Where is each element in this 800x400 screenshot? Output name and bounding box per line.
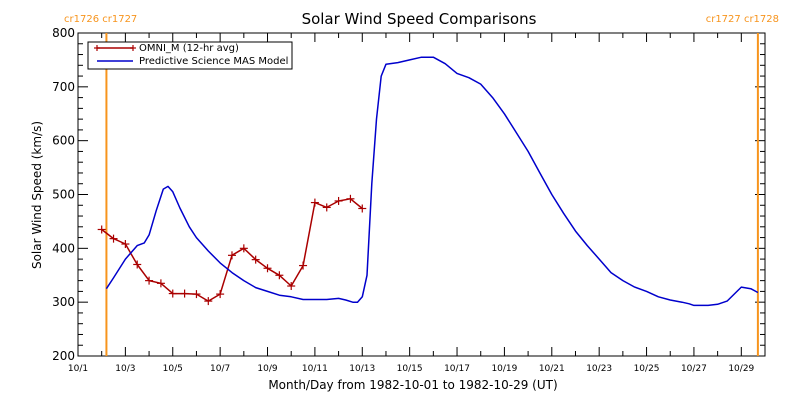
chart-title: Solar Wind Speed Comparisons xyxy=(302,10,537,28)
data-point xyxy=(180,289,189,298)
data-point xyxy=(346,194,355,203)
data-point xyxy=(251,255,260,264)
x-tick-label: 10/25 xyxy=(634,364,660,374)
data-point xyxy=(263,264,272,273)
x-tick-label: 10/27 xyxy=(681,364,707,374)
data-point xyxy=(239,244,248,253)
data-point xyxy=(145,276,154,285)
x-axis: 10/1 10/3 10/5 10/7 10/9 10/11 10/13 10/15 10/17… xyxy=(68,33,755,374)
series-layer xyxy=(97,56,759,307)
legend-marker xyxy=(130,45,136,51)
x-tick-label: 10/15 xyxy=(397,364,423,374)
data-point xyxy=(310,198,319,207)
legend-label-mas: Predictive Science MAS Model xyxy=(139,56,288,67)
x-axis-label: Month/Day from 1982-10-01 to 1982-10-29 … xyxy=(268,378,557,392)
x-tick-label: 10/1 xyxy=(68,364,88,374)
y-tick-label: 700 xyxy=(52,80,75,94)
data-point xyxy=(109,234,118,243)
x-tick-label: 10/7 xyxy=(210,364,230,374)
series-line-1 xyxy=(105,56,759,307)
x-tick-label: 10/17 xyxy=(444,364,470,374)
legend-label-omni: OMNI_M (12-hr avg) xyxy=(139,43,239,54)
data-point xyxy=(299,261,308,270)
y-tick-label: 200 xyxy=(52,349,75,363)
y-tick-label: 400 xyxy=(52,241,75,255)
data-point xyxy=(287,282,296,291)
data-point xyxy=(133,260,142,269)
data-point xyxy=(121,240,130,249)
data-point xyxy=(204,297,213,306)
x-tick-label: 10/11 xyxy=(302,364,328,374)
data-point xyxy=(334,196,343,205)
x-tick-label: 10/13 xyxy=(349,364,375,374)
y-tick-label: 600 xyxy=(52,134,75,148)
y-tick-label: 500 xyxy=(52,188,75,202)
data-point xyxy=(358,204,367,213)
data-point xyxy=(168,289,177,298)
legend-box xyxy=(87,41,293,70)
data-point xyxy=(322,203,331,212)
legend-marker xyxy=(94,45,100,51)
data-point xyxy=(275,271,284,280)
data-point xyxy=(227,251,236,260)
x-tick-label: 10/21 xyxy=(539,364,565,374)
data-point xyxy=(192,290,201,299)
x-tick-label: 10/19 xyxy=(491,364,517,374)
x-tick-label: 10/5 xyxy=(163,364,183,374)
y-tick-label: 300 xyxy=(52,295,75,309)
x-tick-label: 10/29 xyxy=(728,364,754,374)
data-point xyxy=(156,279,165,288)
carrington-markers: cr1726 cr1727 cr1727 cr1728 xyxy=(64,14,779,356)
legend: OMNI_M (12-hr avg) Predictive Science MA… xyxy=(87,41,293,70)
data-point xyxy=(97,225,106,234)
y-axis: 200 300 400 500 600 700 800 xyxy=(52,26,765,363)
x-tick-label: 10/3 xyxy=(115,364,135,374)
x-tick-label: 10/23 xyxy=(586,364,612,374)
data-point xyxy=(216,290,225,299)
carrington-marker-label: cr1727 cr1728 xyxy=(706,14,779,25)
x-tick-label: 10/9 xyxy=(257,364,277,374)
y-tick-label: 800 xyxy=(52,26,75,40)
carrington-marker-label: cr1726 cr1727 xyxy=(64,14,137,25)
y-axis-label: Solar Wind Speed (km/s) xyxy=(30,121,44,269)
